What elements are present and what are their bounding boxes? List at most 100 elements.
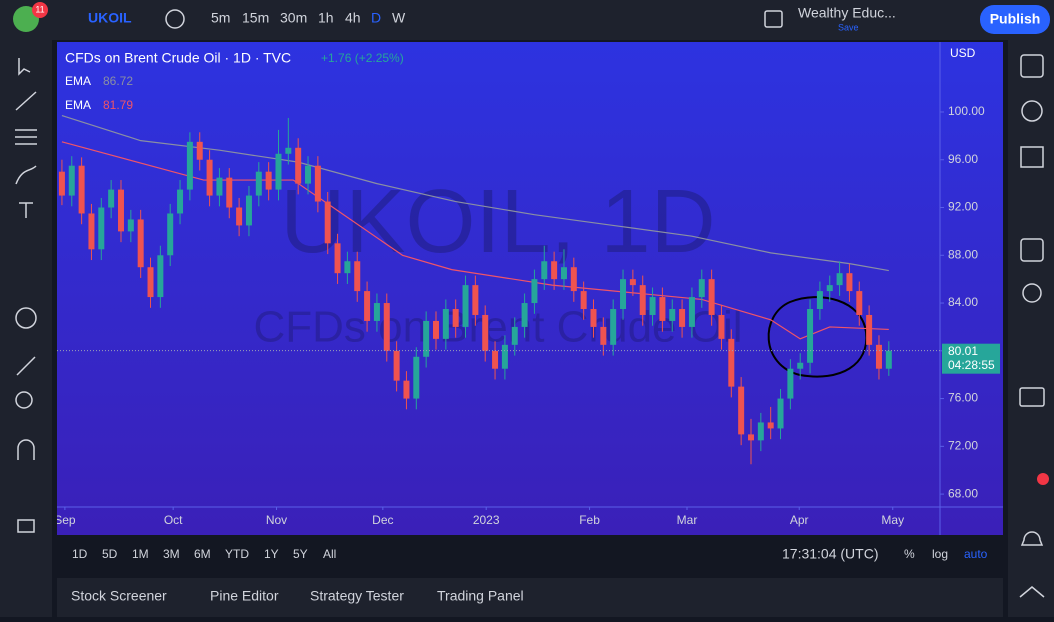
candle-body xyxy=(679,309,686,327)
interval[interactable]: 4h xyxy=(345,10,361,26)
x-tick-label: Dec xyxy=(372,513,393,527)
candle-body xyxy=(688,297,695,327)
candle-body xyxy=(78,165,85,214)
candle-body xyxy=(698,279,705,298)
candle-body xyxy=(580,291,587,310)
range[interactable]: 1M xyxy=(132,547,149,561)
y-tick-label: 76.00 xyxy=(948,391,978,405)
candle-body xyxy=(157,255,164,298)
range[interactable]: 5D xyxy=(102,547,118,561)
candle-body xyxy=(472,285,479,315)
candle-body xyxy=(334,243,341,274)
indicator-name: EMA xyxy=(65,98,91,112)
watermark: CFDs on Brent Crude Oil xyxy=(253,303,742,352)
add-symbol[interactable] xyxy=(165,9,185,29)
chart-title: CFDs on Brent Crude Oil · 1D · TVC xyxy=(65,50,291,66)
candle-body xyxy=(88,213,95,250)
currency[interactable]: USD xyxy=(950,46,976,60)
candle-body xyxy=(137,219,144,268)
candle-body xyxy=(718,314,725,339)
candle-body xyxy=(492,350,499,369)
candle-body xyxy=(265,171,272,190)
candle-body xyxy=(747,434,754,441)
interval[interactable]: 1h xyxy=(318,10,334,26)
candle-body xyxy=(442,309,449,339)
percent-toggle[interactable]: % xyxy=(904,547,915,561)
candle-body xyxy=(413,356,420,399)
sidebar-icons[interactable] xyxy=(1019,54,1045,598)
candle-body xyxy=(728,338,735,387)
badge-count: 11 xyxy=(35,4,44,14)
range[interactable]: All xyxy=(323,547,336,561)
candle-body xyxy=(639,285,646,315)
candle-body xyxy=(620,279,627,310)
tool-icons[interactable] xyxy=(15,58,37,533)
y-tick-label: 100.00 xyxy=(948,104,985,118)
panel-tab[interactable]: Trading Panel xyxy=(437,588,524,604)
candle-body xyxy=(659,297,666,321)
candle-body xyxy=(600,326,607,345)
candle-body xyxy=(245,195,252,226)
candle-body xyxy=(196,141,203,160)
range[interactable]: 1D xyxy=(72,547,88,561)
candle-body xyxy=(186,141,193,190)
candle-body xyxy=(108,189,115,208)
range[interactable]: 6M xyxy=(194,547,211,561)
x-tick-label: 2023 xyxy=(473,513,500,527)
candle-body xyxy=(531,279,538,304)
indicator-name: EMA xyxy=(65,74,91,88)
interval[interactable]: W xyxy=(392,10,406,26)
candle-body xyxy=(590,309,597,327)
range[interactable]: YTD xyxy=(225,547,249,561)
candle-body xyxy=(787,368,794,399)
price-tag-label: 80.01 xyxy=(948,344,978,358)
candle-body xyxy=(649,297,656,315)
range[interactable]: 1Y xyxy=(264,547,279,561)
ema-line xyxy=(61,114,889,272)
candle-body xyxy=(295,147,302,184)
candle-body xyxy=(383,303,390,351)
candle-body xyxy=(511,326,518,345)
candle-body xyxy=(98,207,105,250)
interval[interactable]: 30m xyxy=(280,10,307,26)
price-tag xyxy=(942,343,1000,374)
candle-body xyxy=(236,207,243,226)
layout-name[interactable]: Wealthy Educ... xyxy=(798,5,896,21)
candle-body xyxy=(629,279,636,286)
candle-body xyxy=(875,344,882,369)
y-tick-label: 68.00 xyxy=(948,486,978,500)
range[interactable]: 5Y xyxy=(293,547,308,561)
y-tick-label: 72.00 xyxy=(948,439,978,453)
candle-body xyxy=(521,303,528,327)
panel-tab[interactable]: Pine Editor xyxy=(210,588,279,604)
layout-icon[interactable] xyxy=(764,10,783,28)
x-tick-label: Nov xyxy=(266,513,287,527)
interval[interactable]: 15m xyxy=(242,10,269,26)
bottom-panel xyxy=(57,578,1003,617)
publish-label[interactable]: Publish xyxy=(990,11,1041,27)
publish-button[interactable] xyxy=(980,5,1050,34)
candle-body xyxy=(216,177,223,196)
x-tick-label: May xyxy=(881,513,904,527)
candle-body xyxy=(570,267,577,292)
interval[interactable]: 5m xyxy=(211,10,230,26)
candle-body xyxy=(275,153,282,190)
symbol[interactable]: UKOIL xyxy=(88,10,132,26)
candle-body xyxy=(836,273,843,286)
candle-body xyxy=(777,398,784,429)
candle-body xyxy=(314,165,321,202)
log-toggle[interactable]: log xyxy=(932,547,948,561)
candle-body xyxy=(885,350,892,369)
candle-body xyxy=(669,309,676,321)
auto-toggle[interactable]: auto xyxy=(964,547,988,561)
candle-body xyxy=(373,303,380,321)
save-label[interactable]: Save xyxy=(838,22,859,32)
panel-tab[interactable]: Strategy Tester xyxy=(310,588,404,604)
interval[interactable]: D xyxy=(371,10,381,26)
panel-tab[interactable]: Stock Screener xyxy=(71,588,167,604)
range[interactable]: 3M xyxy=(163,547,180,561)
candle-body xyxy=(393,350,400,381)
x-tick-label: Mar xyxy=(677,513,698,527)
candle-body xyxy=(255,171,262,196)
